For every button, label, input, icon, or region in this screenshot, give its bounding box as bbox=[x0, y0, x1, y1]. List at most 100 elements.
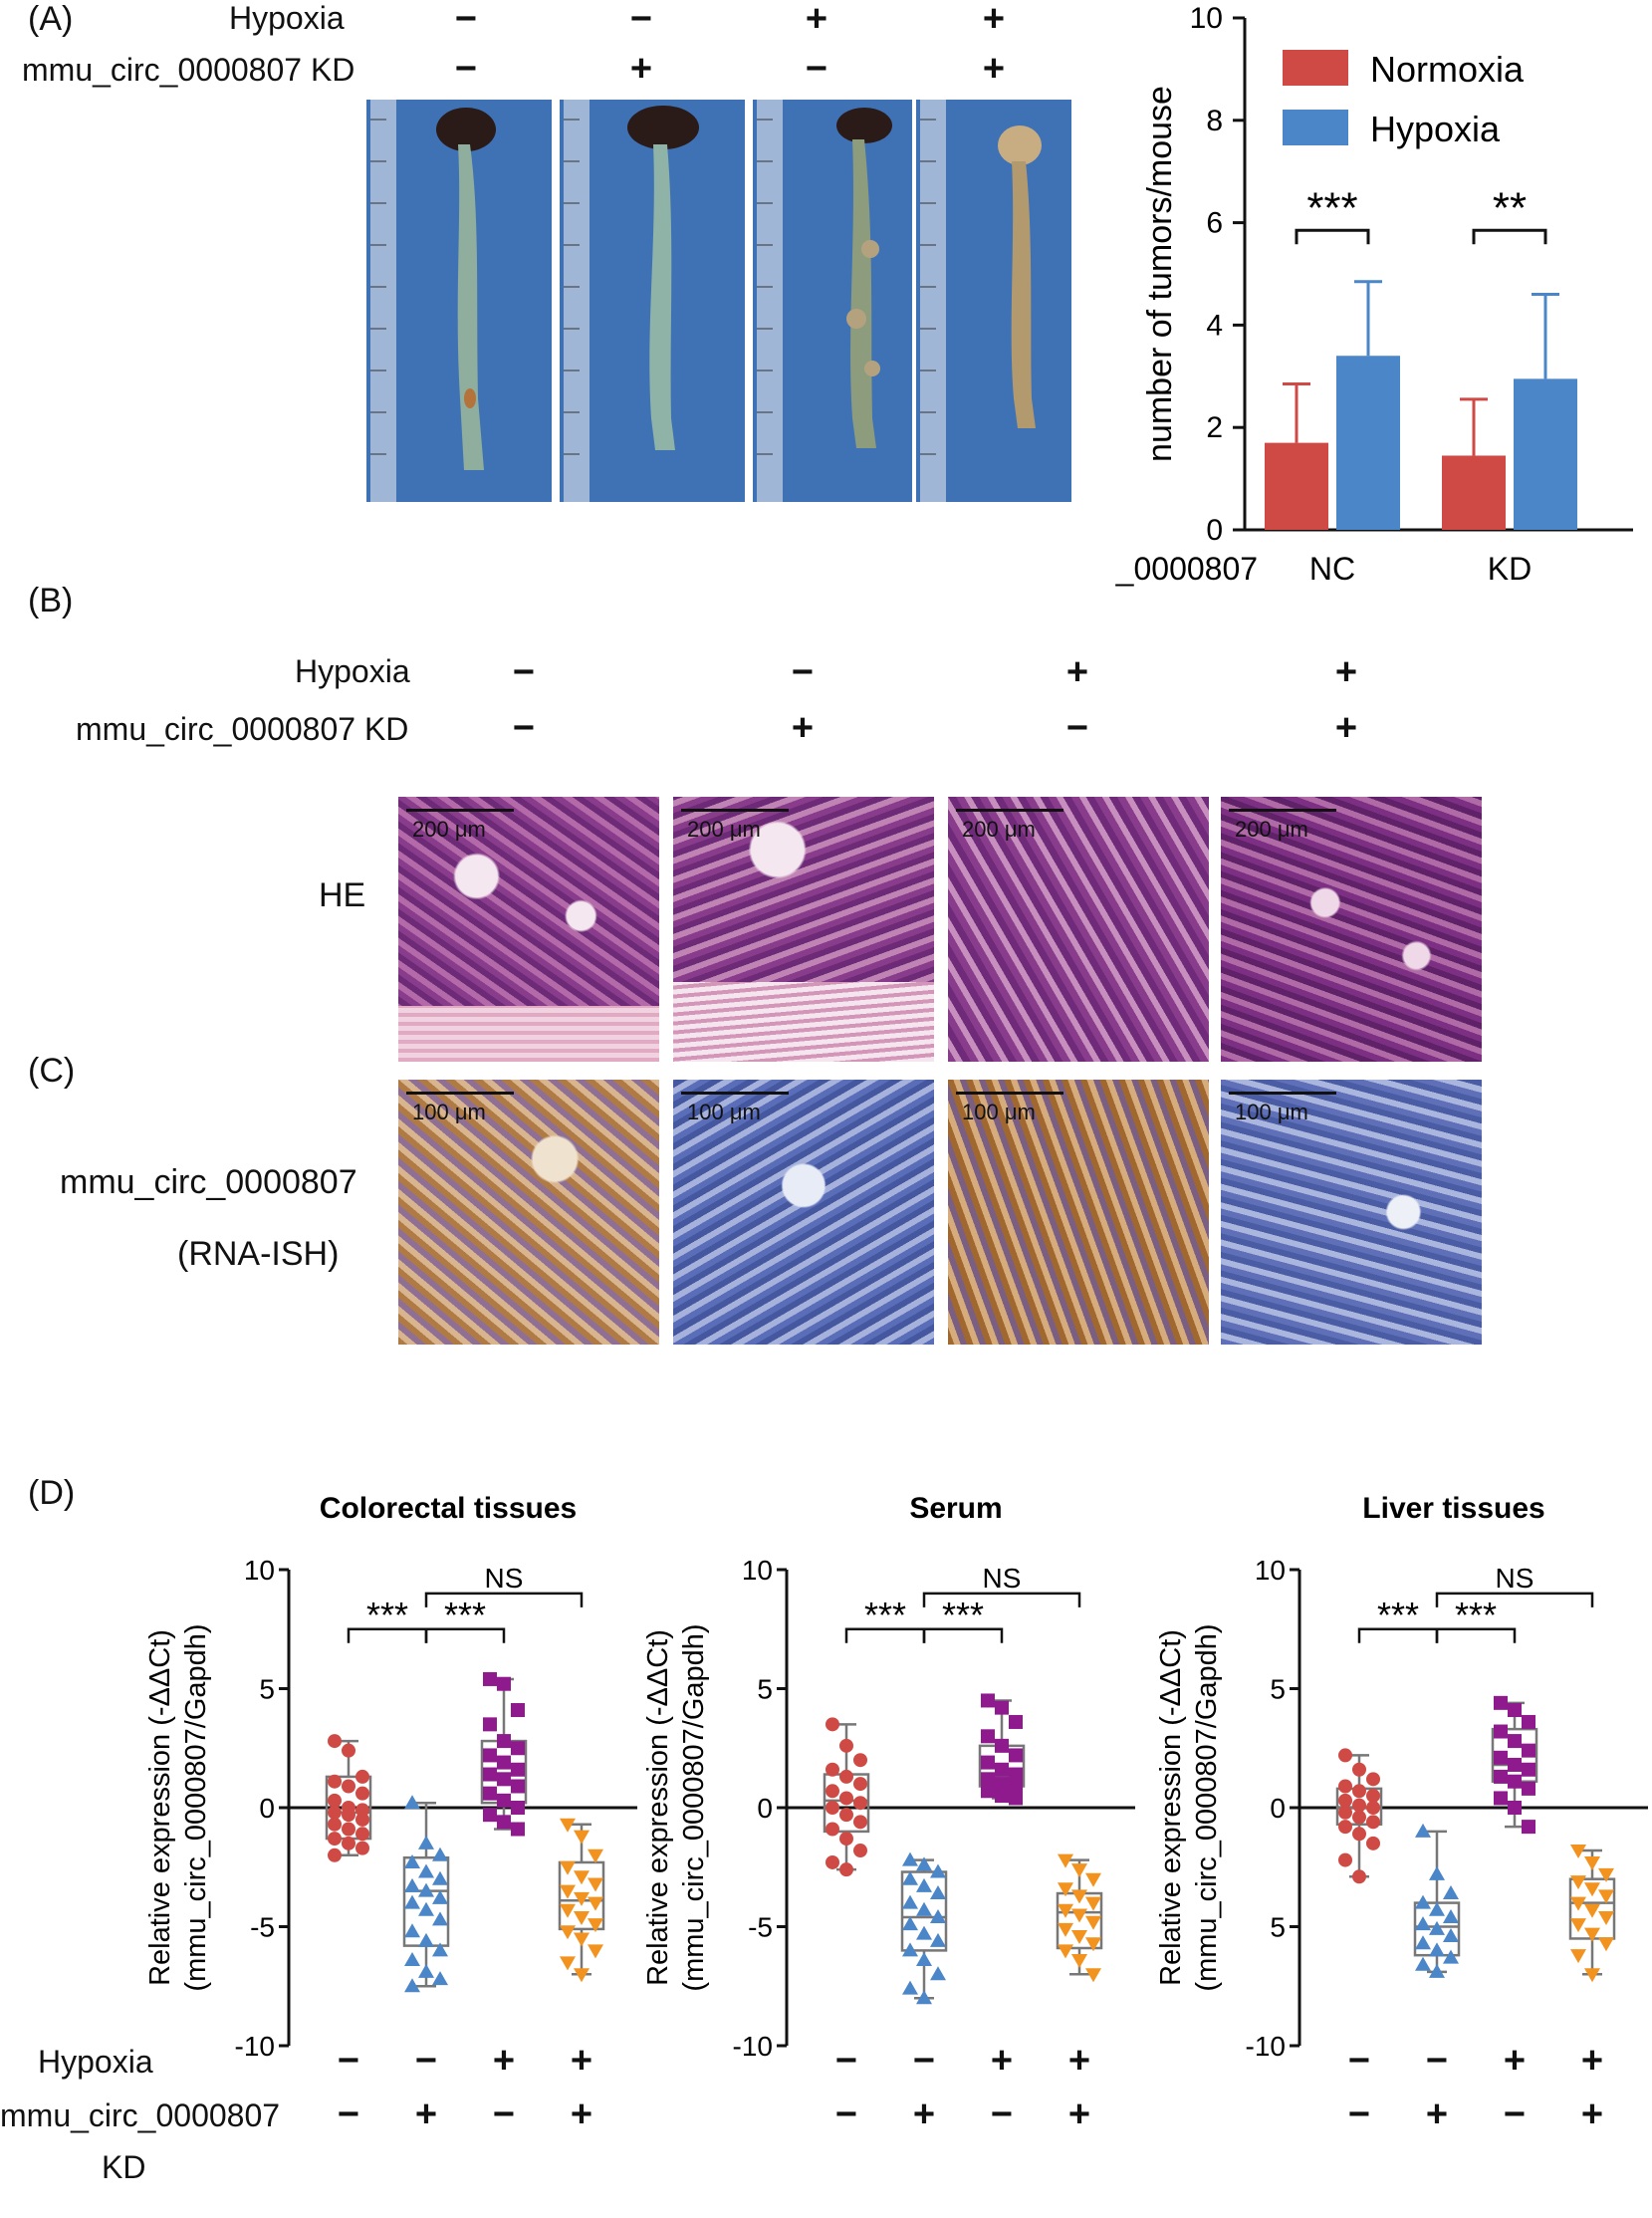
data-point bbox=[981, 1755, 995, 1770]
data-point bbox=[588, 1918, 603, 1933]
significance-label: *** bbox=[1306, 183, 1357, 232]
data-point bbox=[1522, 1820, 1535, 1835]
scale-bar bbox=[406, 809, 514, 812]
panel-b-hypoxia-sign: − bbox=[791, 651, 815, 693]
data-point bbox=[1352, 1784, 1366, 1799]
y-tick-label: -10 bbox=[235, 2031, 275, 2062]
data-point bbox=[1584, 1968, 1600, 1983]
box bbox=[558, 1860, 605, 1931]
data-point bbox=[916, 1877, 932, 1892]
data-point bbox=[1415, 1894, 1431, 1909]
data-point bbox=[355, 1812, 369, 1827]
ish-tile-4: 100 μm bbox=[1221, 1080, 1482, 1345]
bar bbox=[1442, 455, 1506, 530]
data-point bbox=[483, 1717, 497, 1732]
data-point bbox=[1338, 1793, 1352, 1808]
data-point bbox=[1058, 1903, 1073, 1918]
data-point bbox=[981, 1772, 995, 1787]
y-tick-label: -5 bbox=[250, 1912, 275, 1943]
data-point bbox=[930, 1863, 946, 1878]
data-point bbox=[839, 1738, 853, 1753]
scale-label: 200 μm bbox=[687, 817, 761, 842]
data-point bbox=[588, 1944, 603, 1959]
data-point bbox=[839, 1862, 853, 1877]
data-point bbox=[511, 1741, 525, 1756]
x-axis-label: mmu_circ_0000807 bbox=[1115, 551, 1258, 587]
significance-label: *** bbox=[1455, 1595, 1497, 1635]
panel-d-hypoxia-sign: − bbox=[337, 2040, 360, 2082]
data-point bbox=[432, 1911, 448, 1926]
data-point bbox=[574, 1870, 590, 1885]
data-point bbox=[574, 1932, 590, 1947]
panel-d-kd-sign: + bbox=[912, 2094, 936, 2135]
data-point bbox=[342, 1808, 355, 1823]
panel-d-kd-sign: + bbox=[1580, 2094, 1604, 2135]
data-point bbox=[404, 1894, 420, 1909]
scale-label: 200 μm bbox=[1235, 817, 1308, 842]
scale-label: 100 μm bbox=[962, 1100, 1036, 1124]
panel-d-kd-sign: − bbox=[990, 2094, 1014, 2135]
data-point bbox=[1009, 1714, 1023, 1729]
data-point bbox=[902, 1942, 918, 1957]
significance-label: *** bbox=[864, 1595, 906, 1635]
data-point bbox=[1508, 1703, 1522, 1718]
y-tick-label: 0 bbox=[1206, 514, 1223, 547]
data-point bbox=[916, 1951, 932, 1966]
data-point bbox=[1429, 1963, 1445, 1978]
data-point bbox=[328, 1793, 342, 1808]
panel-d-kd-sign: + bbox=[414, 2094, 438, 2135]
data-point bbox=[1009, 1748, 1023, 1763]
data-point bbox=[1415, 1935, 1431, 1950]
data-point bbox=[1522, 1781, 1535, 1796]
panel-b-kd-sign: + bbox=[1334, 707, 1358, 749]
data-point bbox=[1085, 1968, 1101, 1983]
data-point bbox=[1598, 1910, 1614, 1925]
data-point bbox=[826, 1801, 839, 1815]
data-point bbox=[1494, 1695, 1508, 1710]
bar bbox=[1265, 442, 1328, 530]
scale-bar bbox=[1229, 1092, 1336, 1095]
data-point bbox=[1570, 1918, 1586, 1933]
panel-d-hypoxia-label: Hypoxia bbox=[38, 2044, 153, 2080]
data-point bbox=[1494, 1724, 1508, 1739]
panel-d-hypoxia-sign: − bbox=[912, 2040, 936, 2082]
data-point bbox=[826, 1784, 839, 1799]
data-point bbox=[560, 1884, 576, 1899]
significance-label: ** bbox=[1493, 183, 1527, 232]
data-point bbox=[355, 1786, 369, 1801]
data-point bbox=[1415, 1916, 1431, 1931]
data-point bbox=[1584, 1882, 1600, 1897]
data-point bbox=[355, 1769, 369, 1784]
he-row-label: HE bbox=[319, 876, 366, 914]
significance-label: *** bbox=[366, 1595, 408, 1635]
data-point bbox=[418, 1901, 434, 1916]
panel-b-hypoxia-sign: + bbox=[1065, 651, 1089, 693]
data-point bbox=[1443, 1885, 1459, 1900]
data-point bbox=[1415, 1823, 1431, 1838]
data-point bbox=[981, 1729, 995, 1744]
panel-d-hypoxia-sign: + bbox=[1503, 2040, 1527, 2082]
data-point bbox=[1522, 1743, 1535, 1758]
data-point bbox=[1366, 1836, 1380, 1850]
legend-label: Hypoxia bbox=[1370, 109, 1501, 149]
data-point bbox=[1429, 1865, 1445, 1880]
data-point bbox=[1338, 1748, 1352, 1763]
data-point bbox=[1071, 1889, 1087, 1904]
panel-a-hypoxia-sign: + bbox=[982, 0, 1006, 40]
y-axis-label: Relative expression (-ΔΔCt) bbox=[144, 1629, 176, 1986]
y-axis-label: Relative expression (-ΔΔCt) bbox=[1155, 1629, 1187, 1986]
panel-a-hypoxia-sign: − bbox=[629, 0, 653, 40]
data-point bbox=[404, 1795, 420, 1810]
data-point bbox=[853, 1753, 867, 1768]
panel-d-hypoxia-sign: − bbox=[1347, 2040, 1371, 2082]
scale-label: 200 μm bbox=[962, 817, 1036, 842]
panel-d-kd-sign: − bbox=[834, 2094, 858, 2135]
data-point bbox=[1352, 1798, 1366, 1813]
data-point bbox=[995, 1777, 1009, 1792]
data-point bbox=[1508, 1801, 1522, 1815]
data-point bbox=[916, 1990, 932, 2005]
data-point bbox=[1570, 1875, 1586, 1890]
data-point bbox=[902, 1894, 918, 1909]
y-tick-label: -5 bbox=[748, 1912, 773, 1943]
data-point bbox=[839, 1791, 853, 1806]
